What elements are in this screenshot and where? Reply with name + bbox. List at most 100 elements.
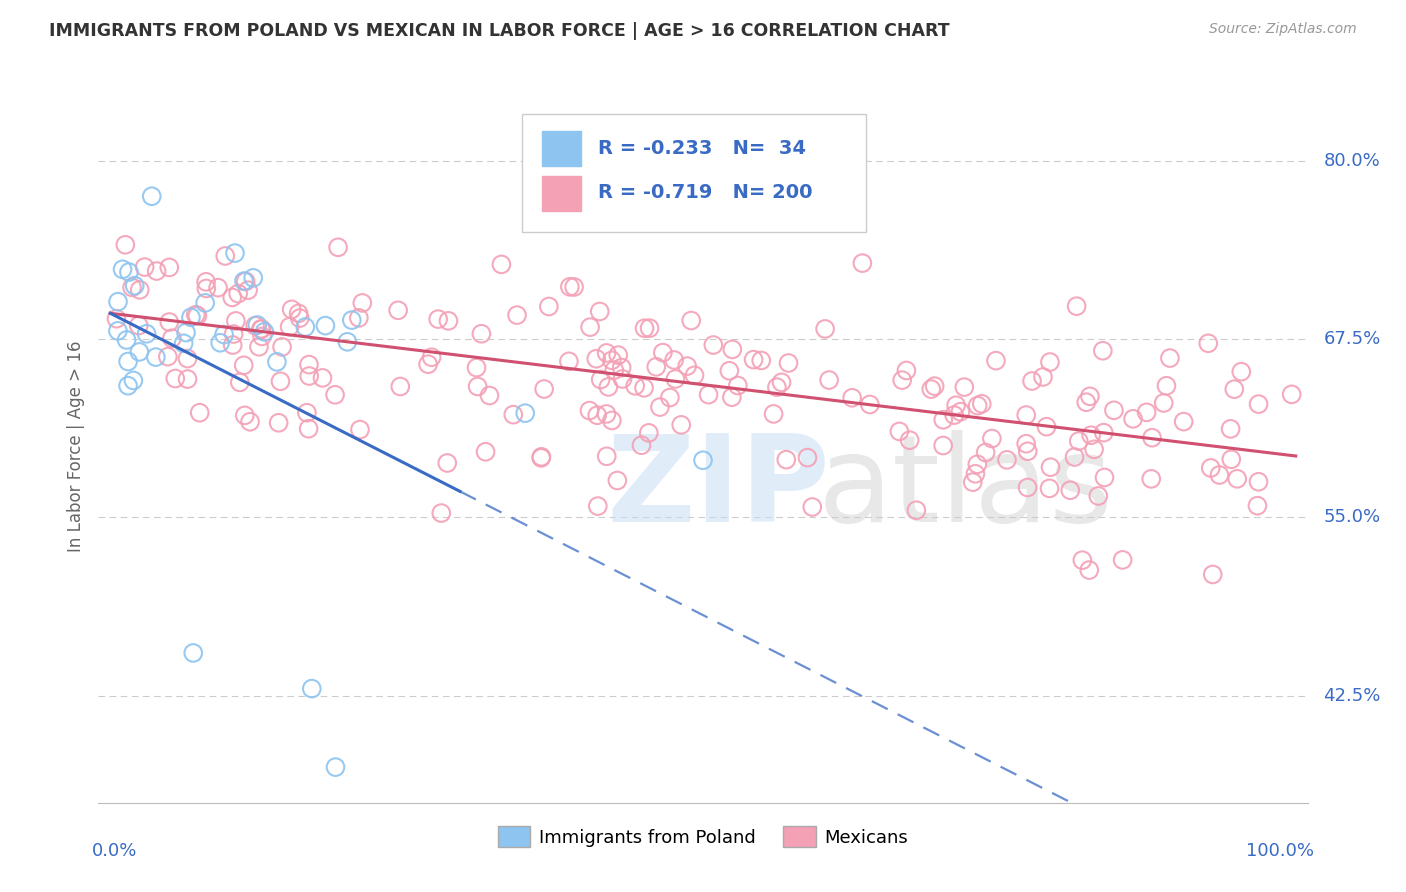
Point bbox=[323, 388, 346, 402]
Point bbox=[612, 372, 634, 386]
Text: R = -0.233   N=  34: R = -0.233 N= 34 bbox=[598, 139, 806, 158]
Point bbox=[298, 369, 321, 384]
Point bbox=[645, 359, 668, 374]
Point bbox=[325, 760, 347, 774]
Point bbox=[229, 376, 252, 390]
Point bbox=[1247, 397, 1270, 411]
Point bbox=[1159, 351, 1181, 365]
Point bbox=[427, 312, 450, 326]
Point bbox=[586, 409, 609, 423]
Point bbox=[1035, 419, 1057, 434]
Point bbox=[389, 379, 412, 393]
Point bbox=[176, 372, 198, 386]
Point bbox=[269, 374, 291, 388]
Point bbox=[1140, 472, 1163, 486]
Point bbox=[683, 368, 706, 383]
Point bbox=[186, 309, 208, 323]
FancyBboxPatch shape bbox=[522, 114, 866, 232]
Point bbox=[818, 373, 841, 387]
Point bbox=[420, 350, 443, 364]
Y-axis label: In Labor Force | Age > 16: In Labor Force | Age > 16 bbox=[67, 340, 86, 552]
Point bbox=[530, 450, 553, 465]
Point bbox=[184, 308, 207, 322]
Point bbox=[1136, 405, 1159, 419]
Point bbox=[932, 438, 955, 452]
Point bbox=[530, 450, 553, 464]
Point bbox=[107, 294, 129, 309]
Text: IMMIGRANTS FROM POLAND VS MEXICAN IN LABOR FORCE | AGE > 16 CORRELATION CHART: IMMIGRANTS FROM POLAND VS MEXICAN IN LAB… bbox=[49, 22, 950, 40]
Point bbox=[596, 450, 619, 464]
Point bbox=[796, 450, 818, 465]
Point bbox=[676, 359, 699, 373]
Point bbox=[506, 308, 529, 322]
Point bbox=[920, 382, 942, 396]
Point bbox=[1039, 460, 1062, 475]
Point bbox=[603, 363, 626, 377]
Point bbox=[1156, 378, 1178, 392]
Point bbox=[115, 333, 138, 347]
Point bbox=[515, 406, 537, 420]
Point bbox=[288, 311, 311, 326]
Point bbox=[212, 327, 235, 342]
Point bbox=[762, 407, 785, 421]
Point bbox=[242, 270, 264, 285]
Point bbox=[226, 286, 249, 301]
Point bbox=[250, 329, 273, 343]
Point bbox=[157, 315, 180, 329]
Point bbox=[157, 260, 180, 275]
Point bbox=[173, 336, 195, 351]
Point bbox=[1039, 355, 1062, 369]
Point bbox=[962, 475, 984, 490]
Point bbox=[117, 354, 139, 368]
Point bbox=[1059, 483, 1081, 498]
Point bbox=[889, 425, 911, 439]
Point bbox=[1083, 442, 1105, 457]
Point bbox=[1092, 425, 1115, 440]
Point bbox=[595, 407, 617, 421]
Point bbox=[638, 321, 661, 335]
Point bbox=[114, 237, 136, 252]
Point bbox=[766, 380, 789, 394]
Point bbox=[610, 360, 633, 375]
Point bbox=[1015, 408, 1038, 422]
Point bbox=[121, 280, 143, 294]
Point bbox=[814, 322, 837, 336]
Point bbox=[607, 348, 630, 362]
Point bbox=[589, 304, 612, 318]
Point bbox=[239, 415, 262, 429]
Point bbox=[1202, 567, 1225, 582]
Point bbox=[770, 376, 793, 390]
Point bbox=[984, 353, 1007, 368]
Point bbox=[600, 413, 623, 427]
Point bbox=[250, 322, 273, 336]
Point bbox=[174, 326, 197, 340]
Point bbox=[1021, 374, 1043, 388]
Point bbox=[1063, 450, 1085, 464]
Point bbox=[311, 371, 333, 385]
Point bbox=[1076, 395, 1098, 409]
Point bbox=[128, 283, 150, 297]
Point bbox=[598, 380, 620, 394]
Point bbox=[1111, 553, 1133, 567]
Point bbox=[579, 320, 602, 334]
Point bbox=[135, 326, 157, 341]
Point bbox=[932, 413, 955, 427]
Point bbox=[352, 296, 374, 310]
Point bbox=[1078, 389, 1101, 403]
Text: R = -0.719   N= 200: R = -0.719 N= 200 bbox=[598, 183, 813, 202]
Text: 80.0%: 80.0% bbox=[1323, 152, 1381, 169]
Point bbox=[558, 354, 581, 368]
Point bbox=[209, 335, 232, 350]
Point bbox=[633, 381, 655, 395]
Point bbox=[295, 406, 318, 420]
Point bbox=[165, 371, 187, 385]
Point bbox=[124, 278, 146, 293]
Point bbox=[145, 350, 167, 364]
Point bbox=[235, 275, 257, 289]
Point bbox=[222, 338, 245, 352]
Point bbox=[294, 320, 316, 334]
Point bbox=[1032, 370, 1054, 384]
Point bbox=[905, 503, 928, 517]
Point bbox=[664, 372, 686, 386]
Point bbox=[478, 388, 501, 402]
